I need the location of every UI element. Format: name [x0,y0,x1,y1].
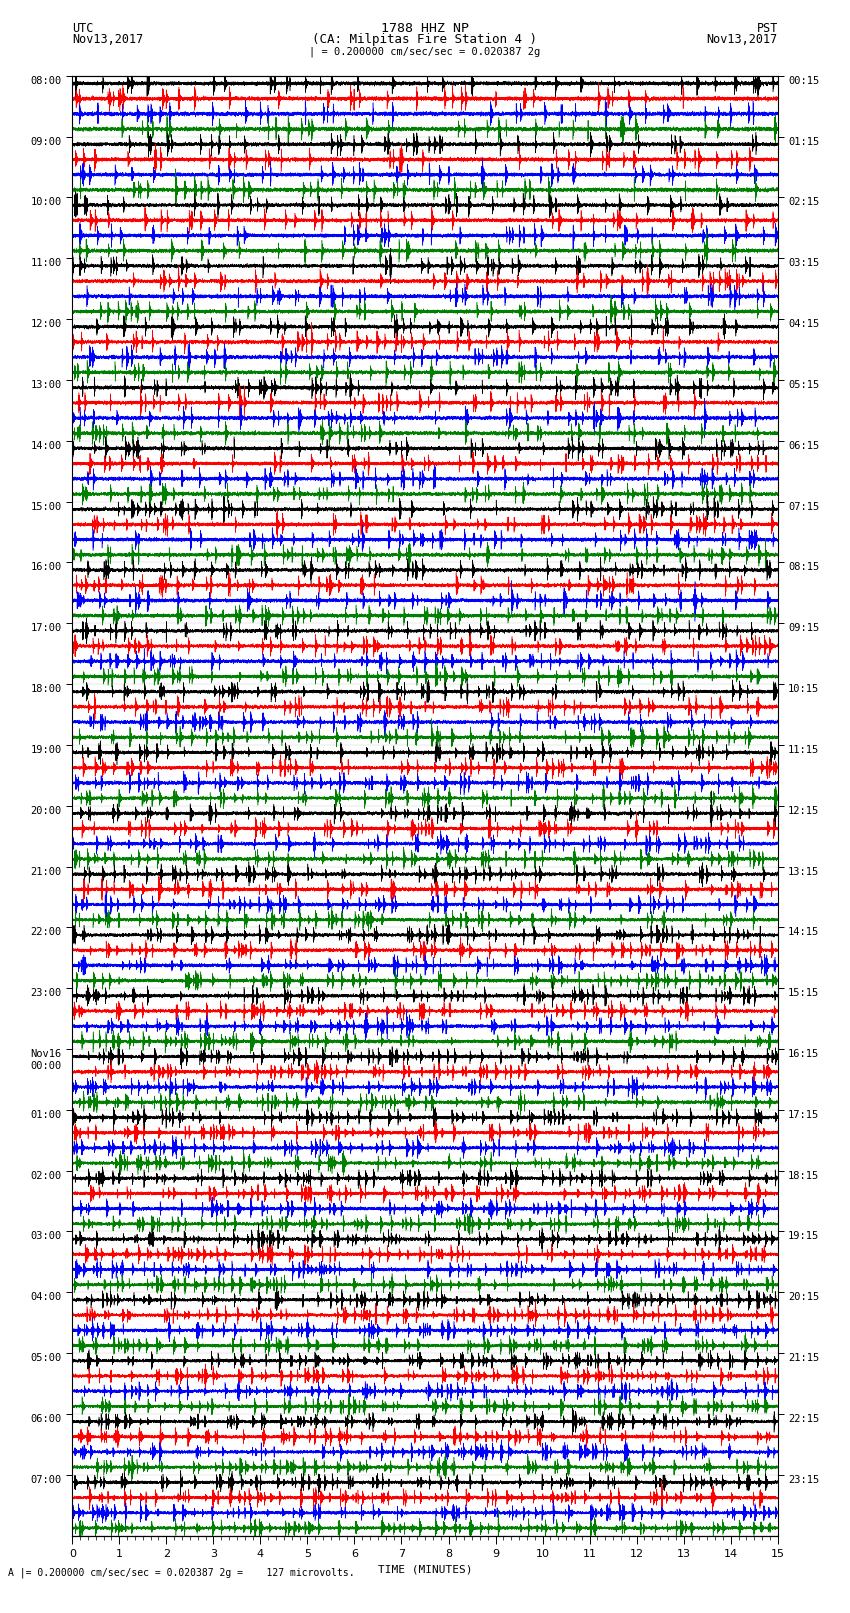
Text: Nov13,2017: Nov13,2017 [706,32,778,45]
Text: PST: PST [756,21,778,35]
Text: 1788 HHZ NP: 1788 HHZ NP [381,21,469,35]
Text: A |= 0.200000 cm/sec/sec = 0.020387 2g =    127 microvolts.: A |= 0.200000 cm/sec/sec = 0.020387 2g =… [8,1566,355,1578]
Text: | = 0.200000 cm/sec/sec = 0.020387 2g: | = 0.200000 cm/sec/sec = 0.020387 2g [309,47,541,58]
X-axis label: TIME (MINUTES): TIME (MINUTES) [377,1565,473,1574]
Text: Nov13,2017: Nov13,2017 [72,32,144,45]
Text: (CA: Milpitas Fire Station 4 ): (CA: Milpitas Fire Station 4 ) [313,32,537,45]
Text: UTC: UTC [72,21,94,35]
